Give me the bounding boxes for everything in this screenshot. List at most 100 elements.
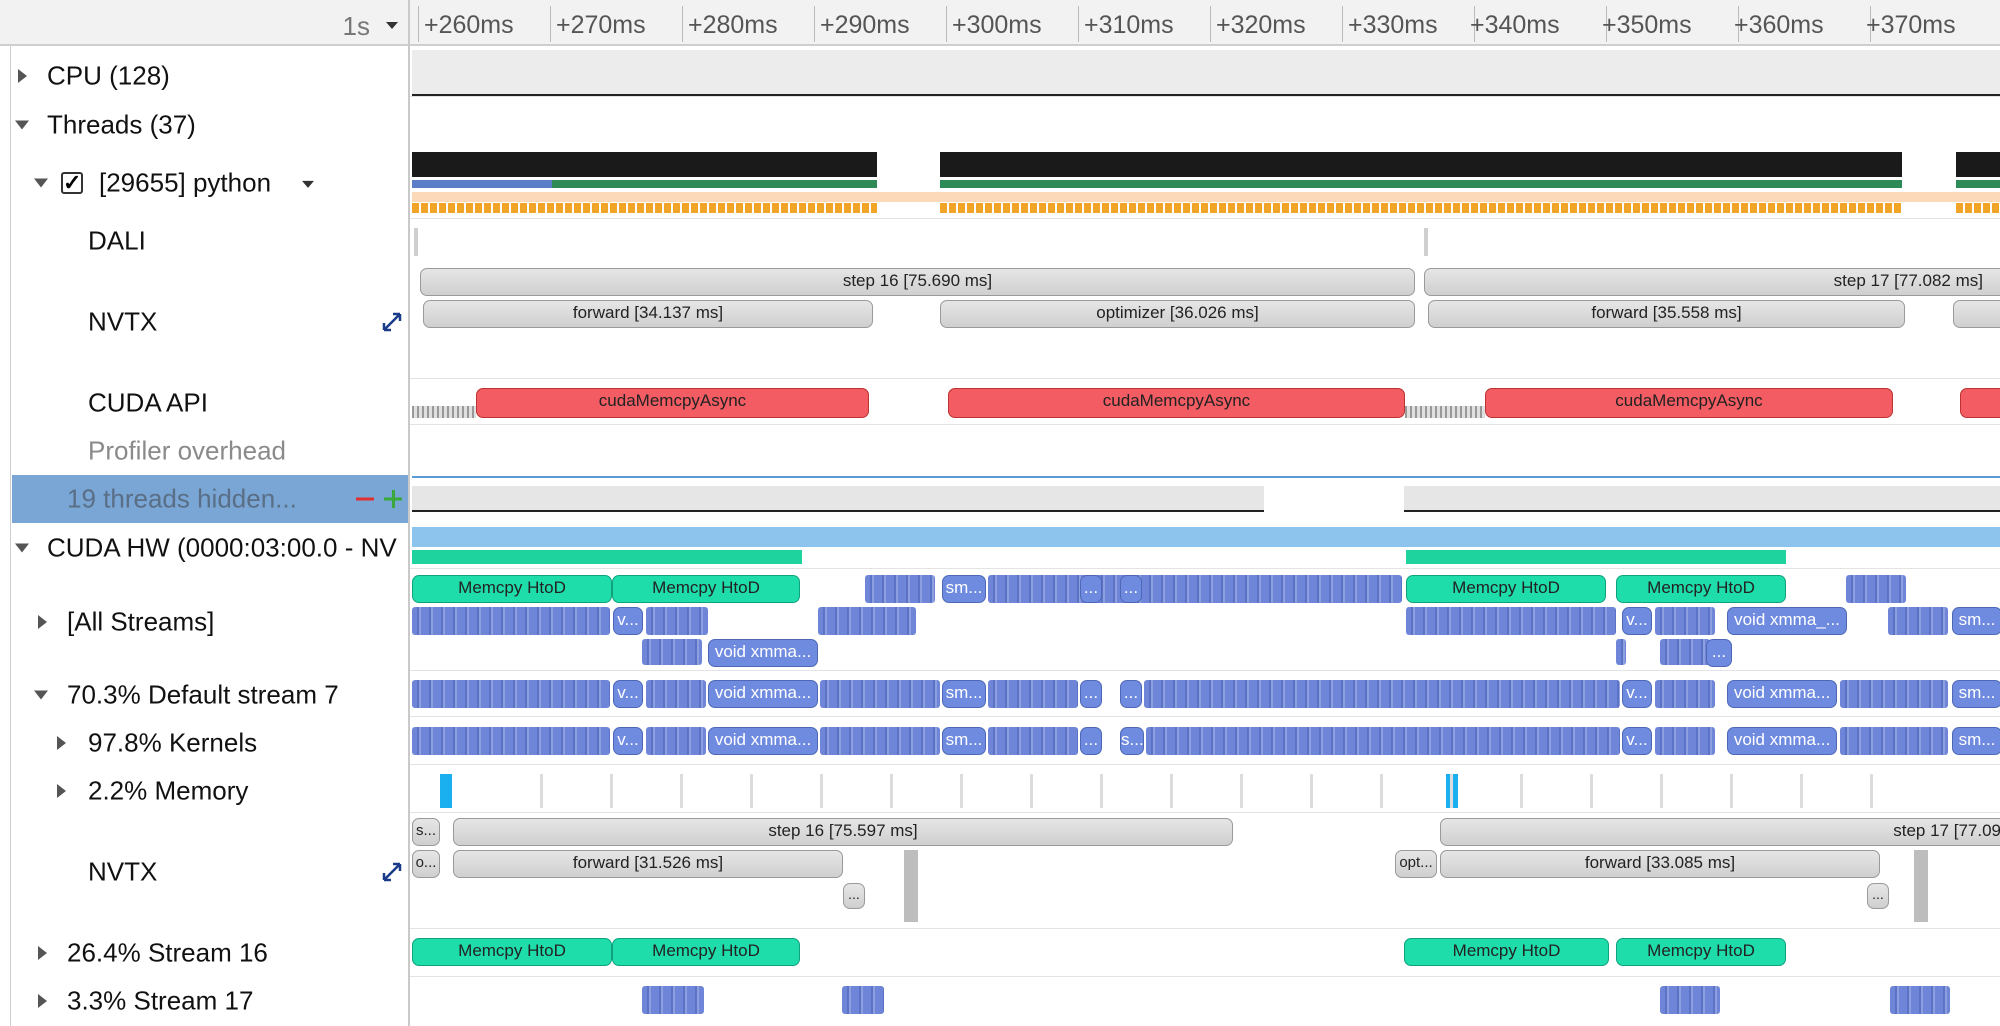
hidden-threads-activity[interactable] — [1404, 486, 2000, 512]
nvtx-gpu-range[interactable]: opt... — [1395, 850, 1437, 878]
nvtx-gpu-range-step17[interactable]: step 17 [77.09 — [1440, 818, 2000, 846]
kernel-group[interactable] — [1660, 639, 1710, 665]
kernel-group[interactable] — [1144, 680, 1620, 708]
kernel[interactable]: sm... — [942, 727, 986, 755]
kernel-group[interactable] — [1890, 986, 1950, 1014]
nvtx-range-forward[interactable]: forward [35.558 ms] — [1428, 300, 1905, 328]
kernel-group[interactable] — [1144, 575, 1402, 603]
tree-row-all-streams[interactable]: [All Streams] — [0, 603, 408, 641]
memory-op[interactable] — [440, 774, 452, 808]
nvtx-gpu-range-step16[interactable]: step 16 [75.597 ms] — [453, 818, 1233, 846]
kernel-group[interactable] — [646, 607, 708, 635]
kernel-group[interactable] — [988, 727, 1078, 755]
kernel[interactable]: v... — [613, 727, 643, 755]
expand-right-icon[interactable] — [38, 946, 47, 960]
expand-right-icon[interactable] — [38, 994, 47, 1008]
expand-right-icon[interactable] — [18, 69, 27, 83]
kernel-group[interactable] — [842, 986, 884, 1014]
gpu-utilization-track[interactable] — [412, 527, 2000, 547]
kernel[interactable]: v... — [613, 680, 643, 708]
memcpy-htod[interactable]: Memcpy HtoD — [1406, 575, 1606, 603]
thread-activity-block[interactable] — [412, 152, 877, 177]
tree-row-threads-hidden[interactable]: 19 threads hidden... — [12, 475, 408, 523]
tree-row-threads[interactable]: Threads (37) — [0, 106, 408, 144]
cpu-utilization-track[interactable] — [412, 50, 2000, 96]
nvtx-gpu-range[interactable]: ... — [1867, 883, 1889, 909]
checkbox-checked-icon[interactable]: ✓ — [61, 170, 83, 195]
gpu-memcpy-track[interactable] — [412, 550, 802, 564]
nvtx-range-step16[interactable]: step 16 [75.690 ms] — [420, 268, 1415, 296]
kernel[interactable]: v... — [1622, 727, 1652, 755]
memcpy-htod[interactable]: Memcpy HtoD — [1404, 938, 1609, 966]
kernel[interactable]: v... — [1622, 607, 1652, 635]
cuda-api-call[interactable]: cudaMemcpyAsync — [948, 388, 1405, 418]
tree-row-cpu[interactable]: CPU (128) — [0, 57, 408, 95]
dali-marker[interactable] — [1424, 228, 1428, 256]
minus-icon[interactable] — [356, 497, 374, 501]
kernel[interactable]: sm... — [942, 680, 986, 708]
tree-row-kernels[interactable]: 97.8% Kernels — [0, 724, 408, 762]
kernel-group[interactable] — [412, 680, 610, 708]
nvtx-gpu-marker[interactable] — [904, 850, 918, 922]
kernel[interactable]: sm... — [1952, 680, 2000, 708]
kernel-group[interactable] — [642, 639, 702, 665]
cuda-api-call-partial[interactable] — [1960, 388, 2000, 418]
kernel-group[interactable] — [1655, 680, 1715, 708]
cuda-api-small-calls[interactable] — [412, 406, 476, 418]
expand-right-icon[interactable] — [57, 736, 66, 750]
chevron-down-icon[interactable] — [386, 22, 398, 29]
collapse-down-icon[interactable] — [15, 120, 29, 130]
kernel[interactable]: void xmma... — [1727, 727, 1837, 755]
tree-row-stream16[interactable]: 26.4% Stream 16 — [0, 934, 408, 972]
collapse-down-icon[interactable] — [15, 543, 29, 553]
kernel[interactable]: void xmma... — [708, 727, 818, 755]
thread-activity-block[interactable] — [1956, 152, 2000, 177]
chevron-down-icon[interactable] — [302, 180, 314, 188]
kernel[interactable]: sm... — [1952, 727, 2000, 755]
tree-row-stream17[interactable]: 3.3% Stream 17 — [0, 982, 408, 1020]
nvtx-range-optimizer[interactable]: optimizer [36.026 ms] — [940, 300, 1415, 328]
kernel-group[interactable] — [818, 607, 916, 635]
kernel-group[interactable] — [1616, 639, 1626, 665]
nvtx-gpu-marker[interactable] — [1914, 850, 1928, 922]
kernel-group[interactable] — [1840, 727, 1948, 755]
tree-row-memory[interactable]: 2.2% Memory — [0, 772, 408, 810]
kernel-group[interactable] — [1840, 680, 1948, 708]
memcpy-htod[interactable]: Memcpy HtoD — [1616, 575, 1786, 603]
memcpy-htod[interactable]: Memcpy HtoD — [1616, 938, 1786, 966]
kernel[interactable]: ... — [1706, 639, 1732, 667]
kernel-group[interactable] — [820, 727, 940, 755]
nvtx-gpu-range[interactable]: ... — [843, 883, 865, 909]
tree-row-dali[interactable]: DALI — [0, 222, 408, 260]
kernel[interactable]: sm... — [1952, 607, 2000, 635]
kernel[interactable]: void xmma_... — [1727, 607, 1847, 635]
kernel[interactable]: ... — [1080, 680, 1102, 708]
kernel[interactable]: void xmma... — [1727, 680, 1837, 708]
nvtx-gpu-range-forward[interactable]: forward [33.085 ms] — [1440, 850, 1880, 878]
kernel-group[interactable] — [1406, 607, 1616, 635]
memcpy-htod[interactable]: Memcpy HtoD — [612, 938, 800, 966]
tree-row-cuda-hw[interactable]: CUDA HW (0000:03:00.0 - NV — [0, 529, 408, 567]
kernel-group[interactable] — [646, 727, 706, 755]
tree-row-profiler-overhead[interactable]: Profiler overhead — [0, 432, 408, 470]
kernel[interactable]: void xmma... — [708, 680, 818, 708]
nvtx-gpu-range[interactable]: s... — [412, 818, 440, 846]
nvtx-range-forward[interactable]: forward [34.137 ms] — [423, 300, 873, 328]
kernel-group[interactable] — [1846, 575, 1906, 603]
kernel-group[interactable] — [820, 680, 940, 708]
kernel[interactable]: s... — [1120, 727, 1144, 755]
kernel-group[interactable] — [1660, 986, 1720, 1014]
nvtx-gpu-range[interactable]: o... — [412, 850, 440, 878]
kernel-group[interactable] — [412, 727, 610, 755]
kernel-group[interactable] — [642, 986, 704, 1014]
thread-activity-block[interactable] — [940, 152, 1902, 177]
kernel[interactable]: v... — [613, 607, 643, 635]
kernel-group[interactable] — [1888, 607, 1948, 635]
tree-row-cuda-api[interactable]: CUDA API — [0, 384, 408, 422]
time-scale-selector[interactable]: 1s — [0, 0, 410, 46]
kernel-group[interactable] — [1146, 727, 1620, 755]
expand-arrows-icon[interactable] — [382, 312, 402, 332]
kernel-group[interactable] — [646, 680, 706, 708]
kernel-group[interactable] — [1655, 727, 1715, 755]
nvtx-range-next[interactable] — [1953, 300, 2000, 328]
